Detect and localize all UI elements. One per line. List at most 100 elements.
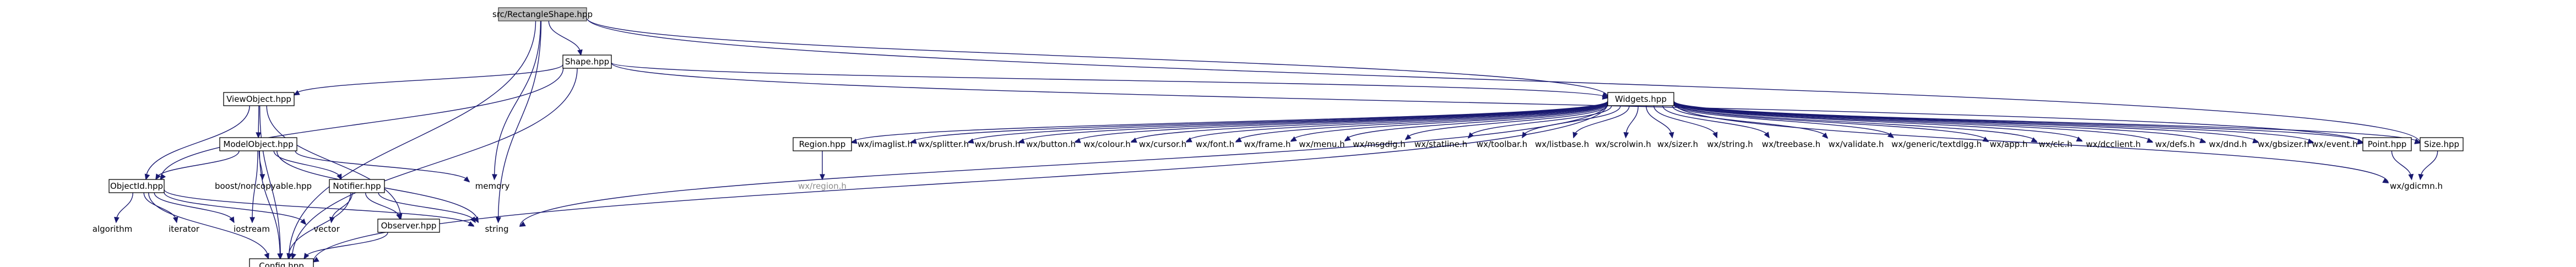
- node-config[interactable]: Config.hpp: [249, 258, 314, 267]
- arrowhead-widgets-to-button: [1074, 138, 1081, 143]
- arrowhead-objectid-to-config: [264, 253, 269, 260]
- node-cursor[interactable]: wx/cursor.h: [1139, 138, 1186, 151]
- node-scrolwin[interactable]: wx/scrolwin.h: [1595, 138, 1651, 151]
- arrowhead-shape-to-widgets: [1602, 94, 1609, 100]
- node-wxregion[interactable]: wx/region.h: [796, 179, 848, 193]
- node-point[interactable]: Point.hpp: [2362, 137, 2412, 151]
- node-noncopyable[interactable]: boost/noncopyable.hpp: [209, 179, 317, 193]
- edge-modelobject-to-notifier: [273, 150, 342, 180]
- edge-viewobject-to-objectid: [145, 105, 250, 180]
- node-notifier[interactable]: Notifier.hpp: [329, 179, 385, 193]
- node-algorithm[interactable]: algorithm: [85, 222, 140, 236]
- node-listbase[interactable]: wx/listbase.h: [1535, 138, 1589, 151]
- node-brush[interactable]: wx/brush.h: [975, 138, 1021, 151]
- arrowhead-widgets-to-gdicmn: [2382, 178, 2389, 183]
- edge-widgets-to-size: [1673, 100, 2421, 144]
- node-string[interactable]: string: [474, 222, 520, 236]
- arrowhead-viewobject-to-objectid: [144, 173, 150, 181]
- node-button[interactable]: wx/button.h: [1026, 138, 1076, 151]
- edge-modelobject-to-objectid: [155, 150, 240, 180]
- node-msgdlg[interactable]: wx/msgdlg.h: [1353, 138, 1406, 151]
- node-box-modelobject: [219, 137, 297, 151]
- node-menu[interactable]: wx/menu.h: [1299, 138, 1345, 151]
- edge-widgets-to-msgdlg: [1405, 105, 1608, 140]
- edge-root-to-widgets: [586, 18, 1608, 97]
- node-colour[interactable]: wx/colour.h: [1083, 138, 1131, 151]
- arrowhead-root-to-string: [496, 217, 501, 224]
- edge-widgets-to-font: [1235, 102, 1608, 143]
- node-label-noncopyable: boost/noncopyable.hpp: [215, 181, 312, 191]
- node-memory[interactable]: memory: [469, 179, 516, 193]
- graph-nodes: src/RectangleShape.hpp Shape.hpp ViewObjec…: [85, 7, 2464, 267]
- node-label-modelobject: ModelObject.hpp: [223, 139, 293, 149]
- node-label-sizer: wx/sizer.h: [1657, 139, 1698, 149]
- node-wxstring[interactable]: wx/string.h: [1705, 138, 1755, 151]
- node-box-viewobject: [223, 92, 295, 106]
- edge-root-to-size: [586, 17, 2421, 143]
- node-observer[interactable]: Observer.hpp: [377, 219, 440, 233]
- node-shape[interactable]: Shape.hpp: [562, 55, 612, 69]
- arrowhead-widgets-to-region: [850, 138, 858, 144]
- edge-widgets-to-statline: [1468, 105, 1612, 138]
- node-label-algorithm: algorithm: [93, 224, 132, 234]
- node-validate[interactable]: wx/validate.h: [1827, 138, 1885, 151]
- node-label-memory: memory: [475, 181, 510, 191]
- node-label-brush: wx/brush.h: [975, 139, 1021, 149]
- node-label-iostream: iostream: [234, 224, 270, 234]
- node-label-menu: wx/menu.h: [1299, 139, 1344, 149]
- arrowhead-size-to-gdicmn: [2418, 173, 2424, 181]
- arrowhead-modelobject-to-config: [277, 253, 283, 260]
- node-event[interactable]: wx/event.h: [2312, 138, 2357, 151]
- node-label-gbsizer: wx/gbsizer.h: [2258, 139, 2309, 149]
- edge-widgets-to-splitter: [968, 101, 1608, 143]
- node-toolbar[interactable]: wx/toolbar.h: [1476, 138, 1528, 151]
- node-defs[interactable]: wx/defs.h: [2152, 138, 2198, 151]
- node-clc[interactable]: wx/clc.h: [2037, 138, 2074, 151]
- node-iostream[interactable]: iostream: [225, 222, 278, 236]
- edge-widgets-to-dnd: [1673, 101, 2206, 143]
- node-gdicmn[interactable]: wx/gdicmn.h: [2388, 179, 2444, 193]
- node-size[interactable]: Size.hpp: [2420, 137, 2464, 151]
- node-statline[interactable]: wx/statline.h: [1413, 138, 1468, 151]
- arrowhead-observer-to-config: [303, 253, 310, 260]
- node-root[interactable]: src/RectangleShape.hpp: [492, 7, 593, 21]
- node-imaglist[interactable]: wx/imaglist.h: [858, 138, 913, 151]
- edge-widgets-to-region: [851, 100, 1608, 143]
- node-viewobject[interactable]: ViewObject.hpp: [223, 92, 295, 106]
- node-splitter[interactable]: wx/splitter.h: [918, 138, 969, 151]
- arrowhead-widgets-to-brush: [1018, 138, 1025, 144]
- node-font[interactable]: wx/font.h: [1194, 138, 1236, 151]
- node-region[interactable]: Region.hpp: [793, 137, 852, 151]
- node-sizer[interactable]: wx/sizer.h: [1657, 138, 1698, 151]
- node-modelobject[interactable]: ModelObject.hpp: [219, 137, 297, 151]
- node-gbsizer[interactable]: wx/gbsizer.h: [2258, 138, 2309, 151]
- node-label-objectid: ObjectId.hpp: [110, 181, 163, 191]
- node-textdlgg[interactable]: wx/generic/textdlgg.h: [1891, 138, 1982, 151]
- arrowhead-widgets-to-defs: [2146, 138, 2154, 143]
- node-frame[interactable]: wx/frame.h: [1244, 138, 1291, 151]
- edge-objectid-to-iterator: [143, 192, 177, 223]
- node-iterator[interactable]: iterator: [159, 222, 209, 236]
- node-dnd[interactable]: wx/dnd.h: [2205, 138, 2250, 151]
- edge-root-to-shape: [548, 20, 582, 56]
- node-objectid[interactable]: ObjectId.hpp: [109, 179, 165, 193]
- edge-widgets-to-wxstring: [1653, 105, 1717, 138]
- arrowhead-widgets-to-config: [312, 257, 319, 263]
- node-app[interactable]: wx/app.h: [1988, 138, 2029, 151]
- edge-widgets-to-string: [519, 102, 1608, 227]
- edge-widgets-to-gbsizer: [1673, 101, 2259, 143]
- node-widgets[interactable]: Widgets.hpp: [1607, 92, 1674, 106]
- node-label-clc: wx/clc.h: [2038, 139, 2072, 149]
- node-vector[interactable]: vector: [306, 222, 348, 236]
- node-label-statline: wx/statline.h: [1414, 139, 1467, 149]
- arrowhead-widgets-to-listbase: [1572, 132, 1578, 139]
- arrowhead-widgets-to-clc: [2031, 137, 2038, 143]
- edge-shape-to-point: [611, 62, 2363, 144]
- node-box-observer: [377, 219, 440, 233]
- arrowhead-widgets-to-font: [1235, 137, 1242, 143]
- node-dcclient[interactable]: wx/dcclient.h: [2082, 138, 2145, 151]
- node-label-observer: Observer.hpp: [381, 221, 437, 231]
- arrowhead-shape-to-viewobject: [293, 90, 300, 96]
- node-treebase[interactable]: wx/treebase.h: [1762, 138, 1820, 151]
